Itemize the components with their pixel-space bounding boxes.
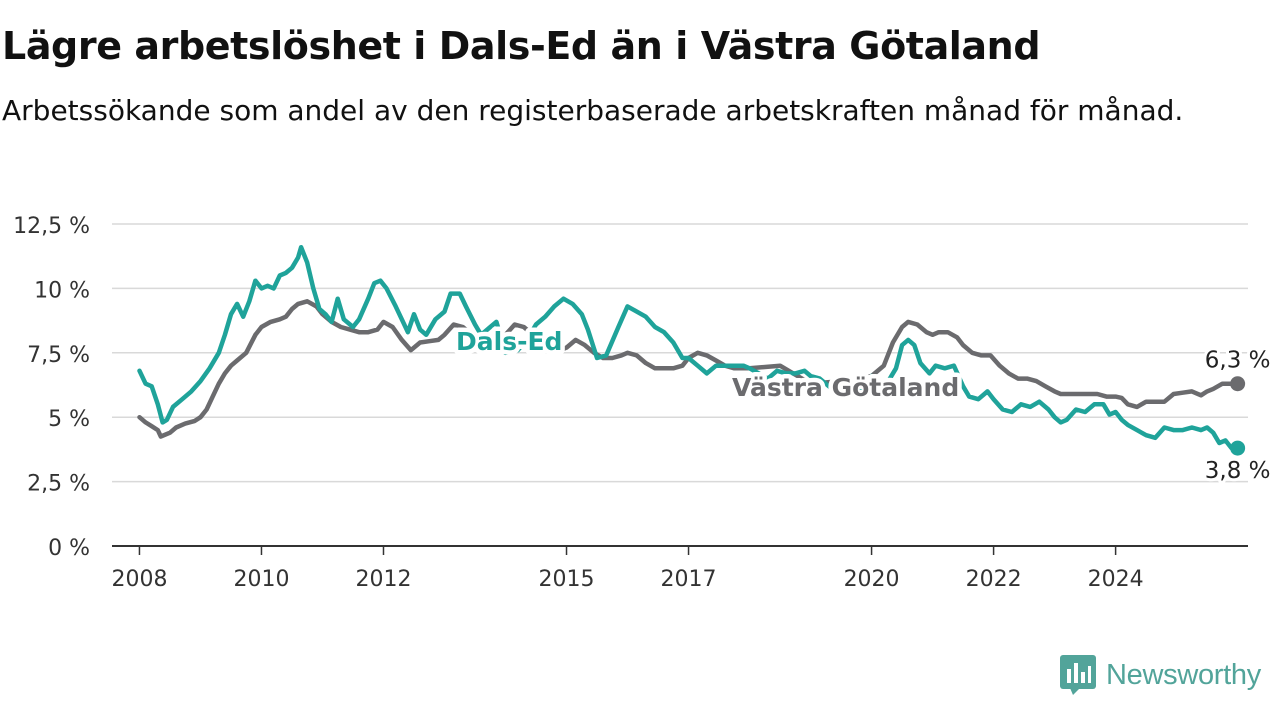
series-lines [137, 244, 1246, 456]
x-tick-label: 2017 [661, 567, 717, 592]
labels: Västra Götaland Dals-Ed 6,3 % 3,8 % [452, 323, 1274, 488]
series-label-dals-ed: Dals-Ed [456, 327, 562, 356]
y-tick-label: 2,5 % [27, 472, 90, 497]
x-tick-label: 2008 [111, 567, 167, 592]
y-tick-label: 10 % [34, 278, 90, 303]
series-end-point [1230, 376, 1246, 392]
x-tick-label: 2024 [1088, 567, 1144, 592]
chart-title: Lägre arbetslöshet i Dals-Ed än i Västra… [2, 24, 1041, 68]
chart-subtitle: Arbetssökande som andel av den registerb… [2, 94, 1184, 127]
grid: 0 % 2,5 % 5 % 7,5 % 10 % 12,5 % 2008 2010 2012 20… [13, 214, 1248, 592]
x-tick-label: 2020 [844, 567, 900, 592]
end-value-label-vastra-gotaland: 6,3 % [1205, 348, 1271, 374]
brand: Newsworthy [1060, 655, 1261, 695]
newsworthy-logo-icon [1060, 655, 1096, 695]
series-label-vastra-gotaland: Västra Götaland [732, 373, 959, 402]
x-tick-label: 2022 [966, 567, 1022, 592]
x-tick-label: 2015 [539, 567, 595, 592]
y-tick-label: 0 % [48, 536, 90, 561]
x-tick-label: 2010 [233, 567, 289, 592]
y-tick-label: 5 % [48, 407, 90, 432]
series-line-dals-ed [137, 244, 1240, 451]
end-value-label-dals-ed: 3,8 % [1205, 458, 1271, 484]
y-tick-label: 7,5 % [27, 343, 90, 368]
series-line-vastra-gotaland [137, 299, 1240, 439]
series-end-point [1230, 440, 1246, 456]
x-tick-label: 2012 [355, 567, 411, 592]
brand-name: Newsworthy [1106, 658, 1261, 691]
y-tick-label: 12,5 % [13, 214, 90, 239]
